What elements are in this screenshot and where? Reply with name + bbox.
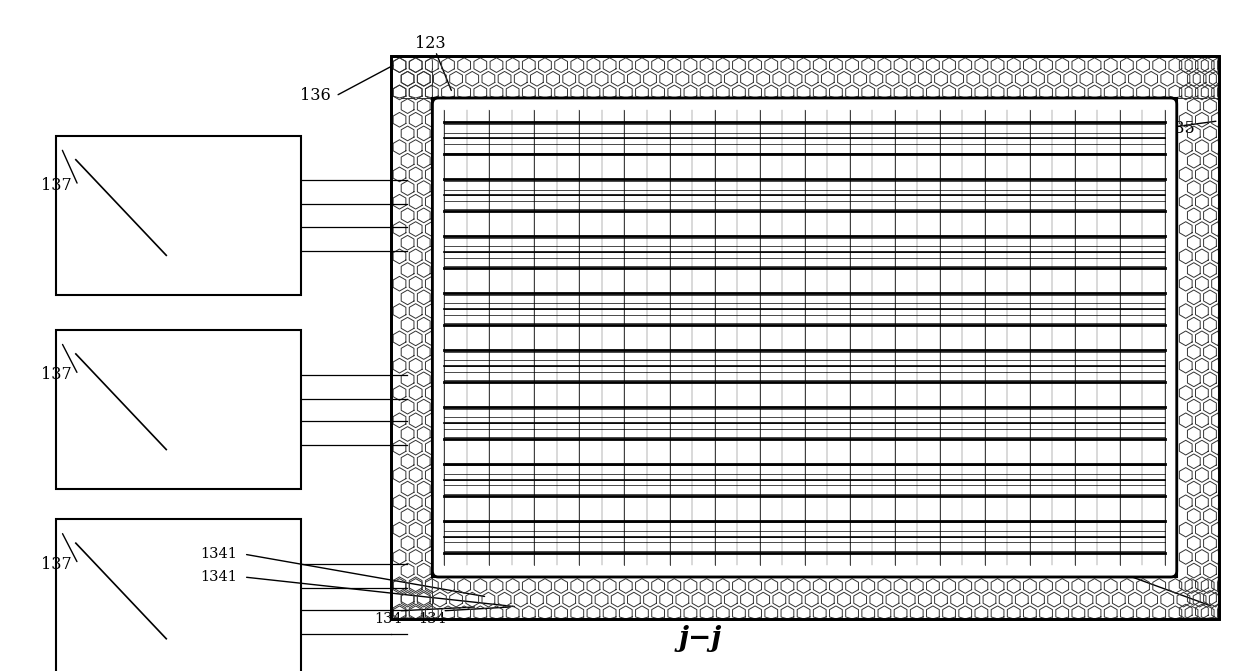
Text: 1341: 1341 — [201, 570, 237, 584]
Text: 123: 123 — [415, 35, 445, 52]
Text: 123: 123 — [999, 520, 1027, 534]
Bar — [56, 330, 301, 489]
Text: 1341: 1341 — [201, 547, 237, 561]
Text: 137: 137 — [41, 177, 72, 194]
Text: 134: 134 — [419, 612, 446, 626]
Text: 137: 137 — [41, 366, 72, 383]
Bar — [56, 136, 301, 295]
Text: 134: 134 — [374, 612, 403, 626]
Text: 135: 135 — [1164, 120, 1194, 137]
Text: 137: 137 — [41, 556, 72, 573]
Bar — [391, 56, 1219, 619]
Bar — [56, 519, 301, 672]
Bar — [391, 56, 1219, 619]
Text: 1342: 1342 — [999, 468, 1037, 481]
Text: 136: 136 — [300, 87, 331, 105]
Bar — [433, 98, 1177, 577]
FancyBboxPatch shape — [433, 98, 1177, 577]
Text: j−j: j−j — [678, 625, 722, 653]
Text: 1342: 1342 — [999, 495, 1037, 508]
Bar — [433, 98, 1177, 577]
